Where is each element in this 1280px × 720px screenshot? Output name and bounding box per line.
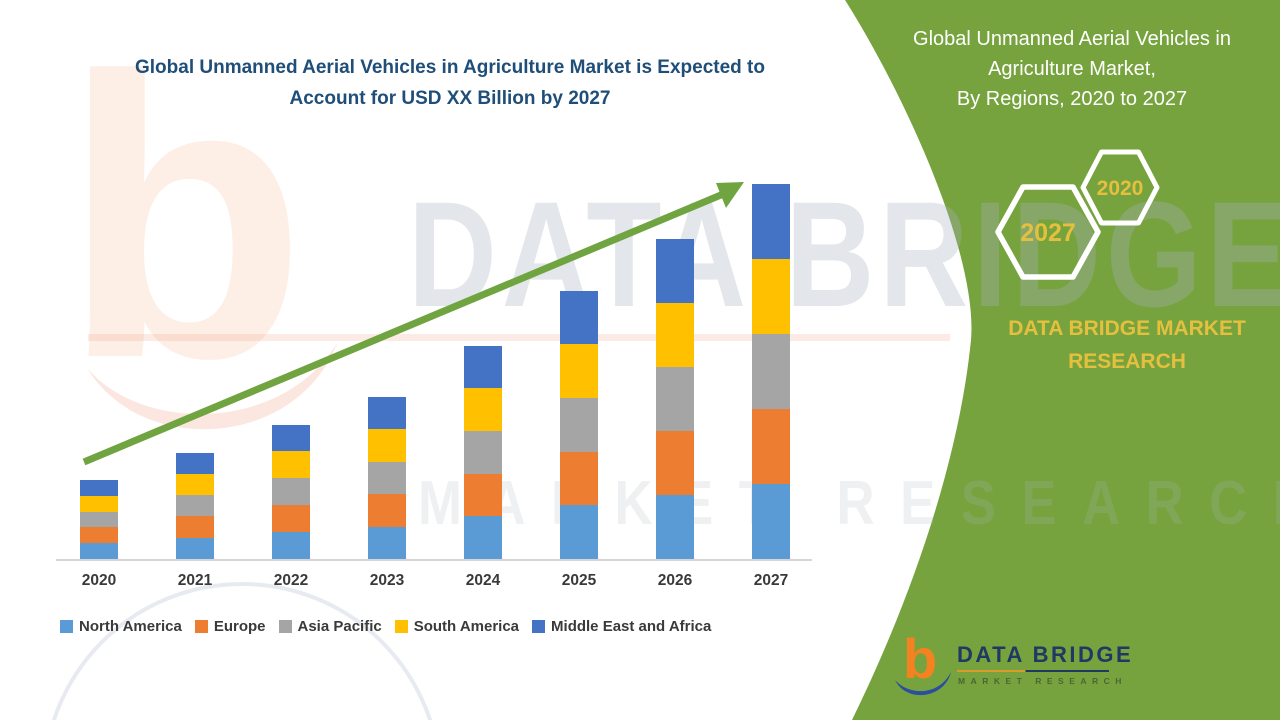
- side-panel-heading-line3: By Regions, 2020 to 2027: [956, 88, 1188, 110]
- bar-segment-asia-pacific: [272, 478, 310, 506]
- hexagon-2027-icon: [995, 184, 1101, 280]
- bar-segment-asia-pacific: [80, 511, 118, 528]
- bar-segment-south-america: [464, 388, 502, 431]
- bar-2022: [272, 424, 310, 559]
- legend-label: Asia Pacific: [297, 618, 382, 635]
- databridge-logo-icon: b: [895, 628, 951, 696]
- bar-segment-middle-east-and-africa: [464, 345, 502, 389]
- bar-segment-north-america: [272, 532, 310, 559]
- x-axis-label-2023: 2023: [369, 572, 405, 589]
- svg-text:b: b: [903, 628, 937, 690]
- legend-label: Middle East and Africa: [551, 618, 712, 635]
- bar-segment-middle-east-and-africa: [80, 480, 118, 496]
- legend-item-europe: Europe: [194, 618, 266, 635]
- bar-segment-north-america: [656, 495, 694, 559]
- x-axis-label-2025: 2025: [561, 572, 597, 589]
- bar-segment-asia-pacific: [752, 334, 790, 409]
- hexagon-2020-label: 2020: [1097, 177, 1144, 200]
- bar-segment-asia-pacific: [464, 430, 502, 474]
- bar-segment-middle-east-and-africa: [656, 239, 694, 303]
- bar-segment-south-america: [752, 259, 790, 334]
- bar-2026: [656, 239, 694, 559]
- bar-segment-asia-pacific: [368, 461, 406, 495]
- brand-text-line2: RESEARCH: [1068, 350, 1186, 373]
- legend-swatch-icon: [194, 620, 208, 633]
- legend-swatch-icon: [394, 620, 408, 633]
- bar-segment-europe: [656, 431, 694, 495]
- side-panel-heading-line1: Global Unmanned Aerial Vehicles in: [913, 28, 1231, 50]
- page-title-line2: Account for USD XX Billion by 2027: [289, 88, 611, 109]
- bar-segment-south-america: [560, 344, 598, 398]
- legend-label: South America: [413, 618, 520, 635]
- bar-segment-north-america: [80, 543, 118, 559]
- databridge-logo-tagline: MARKET RESEARCH: [958, 676, 1127, 686]
- brand-text: DATA BRIDGE MARKET RESEARCH: [967, 312, 1280, 378]
- legend-label: Europe: [213, 618, 266, 635]
- bar-segment-europe: [80, 527, 118, 544]
- bar-chart-plot: [80, 184, 790, 559]
- side-panel-heading-line2: Agriculture Market,: [988, 58, 1156, 80]
- x-axis-label-2024: 2024: [465, 572, 501, 589]
- bar-segment-asia-pacific: [656, 367, 694, 431]
- x-axis-label-2026: 2026: [657, 572, 693, 589]
- bar-segment-asia-pacific: [176, 495, 214, 517]
- hexagon-2020-icon: [1080, 149, 1160, 226]
- databridge-logo-name: DATA BRIDGE: [957, 642, 1134, 667]
- page-title-line1: Global Unmanned Aerial Vehicles in Agric…: [135, 57, 765, 78]
- bar-segment-asia-pacific: [560, 397, 598, 452]
- bar-segment-north-america: [464, 516, 502, 559]
- chart-legend: North America Europe Asia Pacific South Ame…: [60, 618, 711, 635]
- bar-segment-middle-east-and-africa: [368, 397, 406, 430]
- bar-2025: [560, 290, 598, 559]
- x-axis-label-2020: 2020: [81, 572, 117, 589]
- bar-segment-north-america: [368, 526, 406, 559]
- bar-segment-north-america: [176, 537, 214, 559]
- legend-item-south-america: South America: [394, 618, 520, 635]
- legend-swatch-icon: [532, 620, 546, 633]
- x-axis-label-2027: 2027: [753, 572, 789, 589]
- side-panel-heading: Global Unmanned Aerial Vehicles in Agric…: [872, 24, 1272, 114]
- bar-segment-south-america: [272, 451, 310, 479]
- bar-segment-europe: [176, 516, 214, 538]
- x-axis-label-2022: 2022: [273, 572, 309, 589]
- bar-2020: [80, 480, 118, 559]
- bar-segment-europe: [464, 473, 502, 517]
- bar-segment-middle-east-and-africa: [752, 184, 790, 259]
- x-axis-line: [56, 559, 812, 561]
- bar-segment-europe: [272, 505, 310, 533]
- legend-swatch-icon: [60, 620, 73, 633]
- bar-segment-south-america: [656, 303, 694, 367]
- databridge-logo: b DATA BRIDGE MARKET RESEARCH: [893, 628, 1143, 708]
- bar-2024: [464, 345, 502, 559]
- legend-swatch-icon: [278, 620, 292, 633]
- x-axis-label-2021: 2021: [177, 572, 213, 589]
- page-title: Global Unmanned Aerial Vehicles in Agric…: [60, 52, 840, 114]
- bar-segment-middle-east-and-africa: [560, 290, 598, 345]
- legend-label: North America: [79, 618, 182, 635]
- bar-segment-south-america: [368, 429, 406, 462]
- bar-segment-south-america: [80, 495, 118, 512]
- bar-segment-europe: [752, 409, 790, 484]
- bar-segment-middle-east-and-africa: [176, 452, 214, 474]
- legend-item-north-america: North America: [60, 618, 182, 635]
- brand-text-line1: DATA BRIDGE MARKET: [1008, 317, 1246, 340]
- bar-segment-europe: [368, 494, 406, 527]
- legend-item-middle-east-and-africa: Middle East and Africa: [532, 618, 711, 635]
- databridge-logo-underline: [957, 670, 1109, 672]
- bar-segment-middle-east-and-africa: [272, 424, 310, 452]
- bar-segment-north-america: [560, 505, 598, 559]
- bar-2021: [176, 452, 214, 559]
- bar-segment-europe: [560, 451, 598, 506]
- bar-2023: [368, 397, 406, 559]
- x-axis-labels: 2020 2021 2022 2023 2024 2025 2026 2027: [0, 572, 860, 594]
- hexagon-2027-label: 2027: [1020, 219, 1076, 247]
- legend-item-asia-pacific: Asia Pacific: [278, 618, 382, 635]
- bar-segment-south-america: [176, 473, 214, 496]
- bar-segment-north-america: [752, 484, 790, 559]
- bar-2027: [752, 184, 790, 559]
